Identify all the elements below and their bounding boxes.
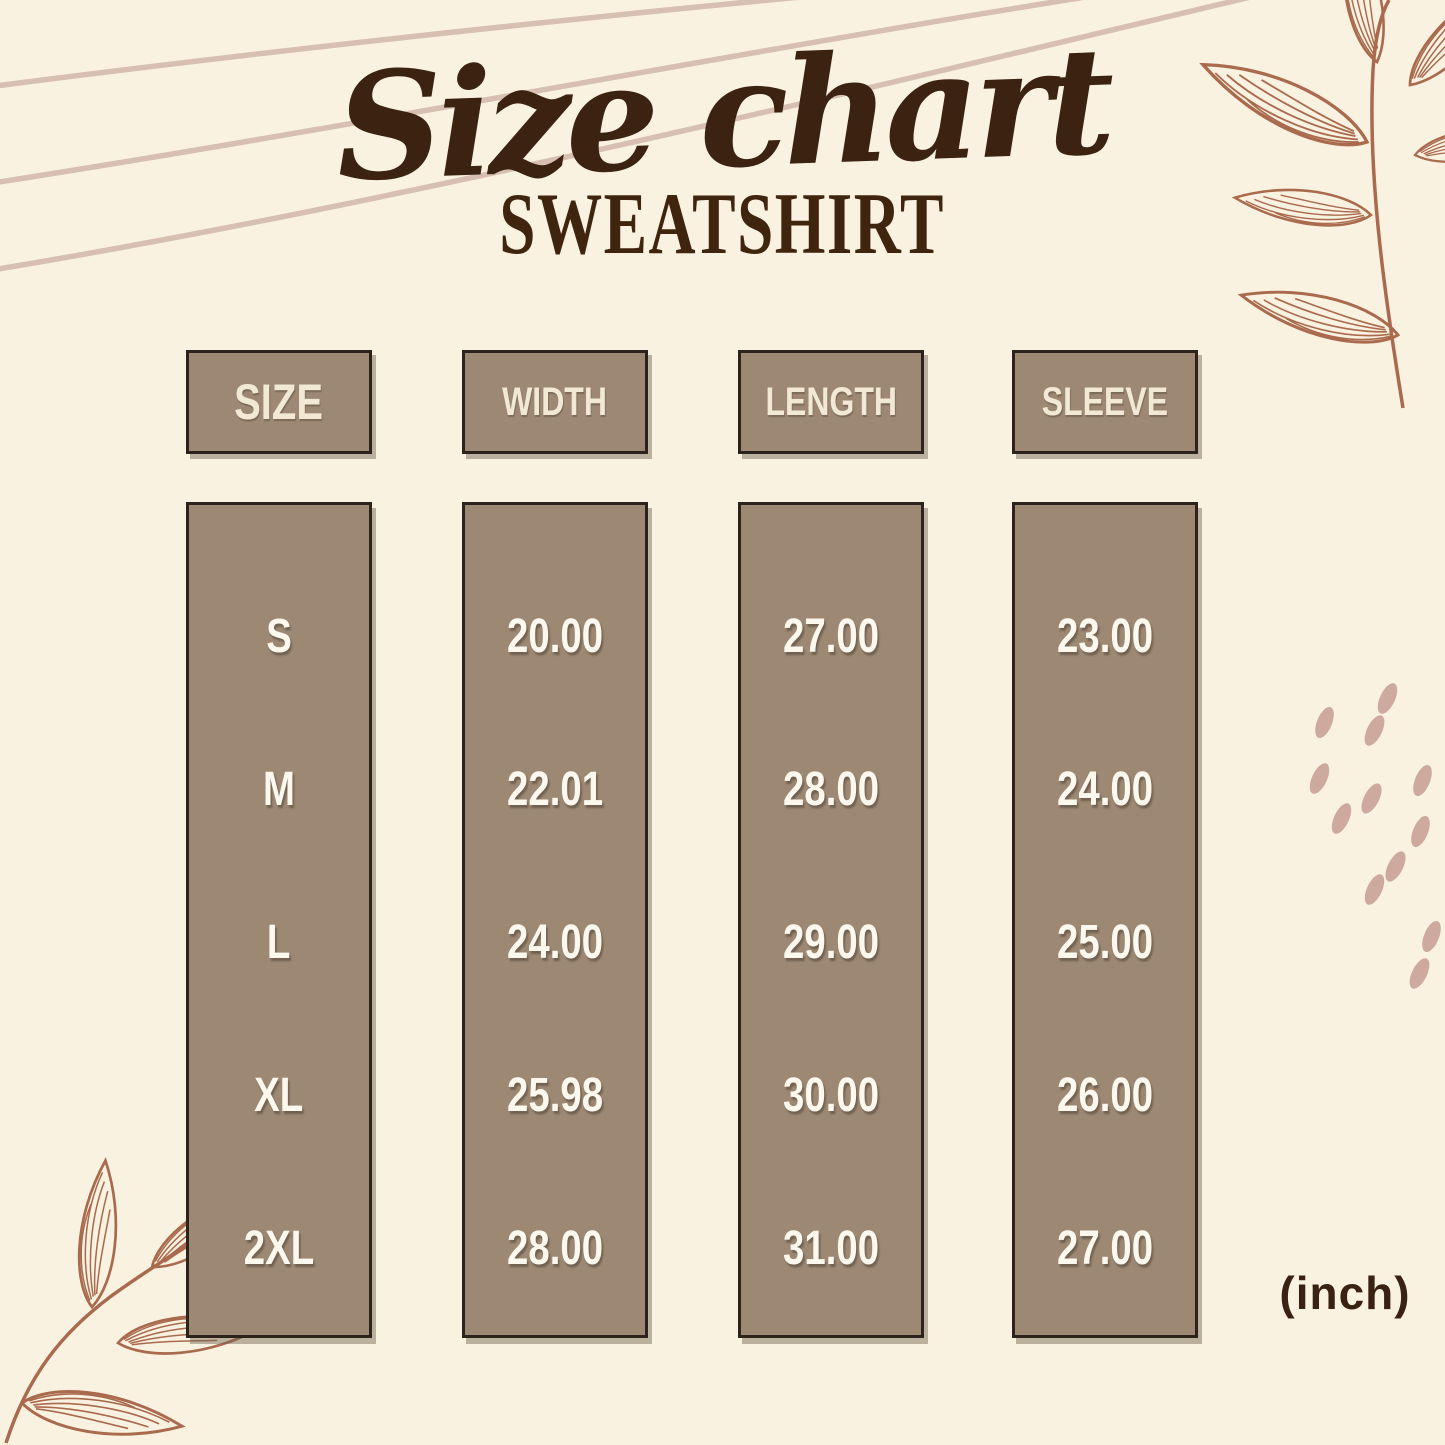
width-value: 25.98 (506, 1069, 604, 1122)
seed-dot (1360, 712, 1389, 749)
sleeve-value: 23.00 (1056, 610, 1154, 663)
seed-dot (1311, 704, 1338, 741)
leaf-branch-icon (1192, 0, 1445, 409)
column-header-label: SIZE (234, 374, 324, 430)
seed-dot (1327, 800, 1356, 837)
sleeve-value: 24.00 (1056, 763, 1154, 816)
size-label: L (267, 916, 291, 969)
width-value: 22.01 (506, 763, 604, 816)
page-subtitle: SWEATSHIRT (499, 176, 946, 273)
sleeve-value: 26.00 (1056, 1069, 1154, 1122)
length-value: 31.00 (782, 1222, 880, 1275)
length-value: 29.00 (782, 916, 880, 969)
sleeve-value: 25.00 (1056, 916, 1154, 969)
length-value: 28.00 (782, 763, 880, 816)
seed-dot (1373, 680, 1402, 717)
column-header-label: WIDTH (502, 379, 608, 424)
unit-label: (inch) (1279, 1267, 1411, 1319)
column-body-size: S M L XL 2XL (186, 502, 372, 1338)
column-length: LENGTH 27.00 28.00 29.00 30.00 31.00 (738, 350, 924, 1340)
column-width: WIDTH 20.00 22.01 24.00 25.98 28.00 (462, 350, 648, 1340)
size-label: XL (254, 1069, 304, 1122)
title-block: Size chart SWEATSHIRT (0, 14, 1445, 273)
length-value: 30.00 (782, 1069, 880, 1122)
column-body-sleeve: 23.00 24.00 25.00 26.00 27.00 (1012, 502, 1198, 1338)
size-label: S (266, 610, 292, 663)
width-value: 24.00 (506, 916, 604, 969)
seed-dot (1305, 760, 1334, 797)
sleeve-value: 27.00 (1056, 1222, 1154, 1275)
seed-dot (1407, 813, 1434, 850)
column-header-length: LENGTH (738, 350, 924, 454)
curved-lines-icon (0, 0, 1250, 272)
seed-dot (1360, 871, 1389, 908)
column-header-label: LENGTH (765, 379, 897, 424)
width-value: 20.00 (506, 610, 604, 663)
width-value: 28.00 (506, 1222, 604, 1275)
column-header-width: WIDTH (462, 350, 648, 454)
seed-dot (1381, 848, 1410, 885)
column-header-sleeve: SLEEVE (1012, 350, 1198, 454)
size-label: M (262, 763, 295, 816)
column-header-size: SIZE (186, 350, 372, 454)
column-sleeve: SLEEVE 23.00 24.00 25.00 26.00 27.00 (1012, 350, 1198, 1340)
leaf-branch-icon (4, 1157, 280, 1445)
column-body-width: 20.00 22.01 24.00 25.98 28.00 (462, 502, 648, 1338)
seed-dot (1418, 918, 1445, 955)
column-header-label: SLEEVE (1041, 379, 1169, 424)
size-label: 2XL (243, 1222, 315, 1275)
seed-dot (1405, 955, 1434, 992)
column-body-length: 27.00 28.00 29.00 30.00 31.00 (738, 502, 924, 1338)
seed-dot (1357, 780, 1386, 817)
seed-dot (1409, 762, 1436, 799)
length-value: 27.00 (782, 610, 880, 663)
column-size: SIZE S M L XL 2XL (186, 350, 372, 1340)
